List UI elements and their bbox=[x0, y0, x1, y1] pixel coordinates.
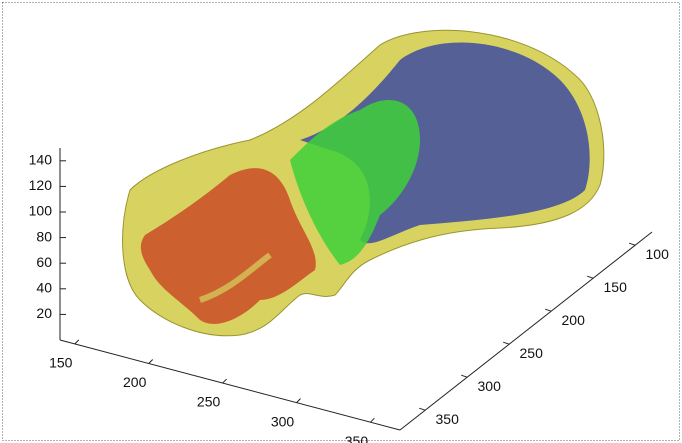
y-tick bbox=[419, 408, 425, 410]
x-axis bbox=[60, 340, 400, 430]
x-tick-label: 200 bbox=[123, 374, 147, 390]
y-tick-label: 350 bbox=[436, 411, 460, 427]
z-tick-label: 60 bbox=[36, 254, 52, 270]
chart: 20 40 60 80 100 120 140 150 200 250 300 350 100 150 20… bbox=[0, 0, 682, 443]
y-tick bbox=[587, 276, 593, 278]
x-tick bbox=[75, 340, 79, 344]
x-tick-label: 350 bbox=[345, 433, 369, 443]
y-axis bbox=[400, 232, 652, 430]
surface bbox=[123, 30, 604, 335]
y-tick-label: 200 bbox=[562, 312, 586, 328]
x-tick bbox=[370, 418, 374, 422]
x-tick bbox=[297, 399, 301, 403]
y-tick bbox=[461, 375, 467, 377]
x-tick-label: 150 bbox=[49, 355, 73, 371]
y-tick bbox=[545, 309, 551, 311]
y-tick-label: 300 bbox=[478, 378, 502, 394]
y-tick-label: 250 bbox=[520, 345, 544, 361]
page: {"chart_data": {"type": "surface3d", "xl… bbox=[0, 0, 682, 443]
y-tick-label: 150 bbox=[604, 279, 628, 295]
y-tick-label: 100 bbox=[646, 246, 670, 262]
y-tick bbox=[503, 342, 509, 344]
z-tick-label: 140 bbox=[29, 152, 53, 168]
z-tick-label: 80 bbox=[36, 228, 52, 244]
z-tick-label: 120 bbox=[29, 177, 53, 193]
x-tick bbox=[149, 359, 153, 363]
z-tick-label: 20 bbox=[36, 305, 52, 321]
z-tick-label: 100 bbox=[29, 203, 53, 219]
x-tick-label: 250 bbox=[197, 394, 221, 410]
y-tick bbox=[629, 243, 635, 245]
x-tick-label: 300 bbox=[271, 413, 295, 429]
z-tick-label: 40 bbox=[36, 280, 52, 296]
x-tick bbox=[223, 379, 227, 383]
